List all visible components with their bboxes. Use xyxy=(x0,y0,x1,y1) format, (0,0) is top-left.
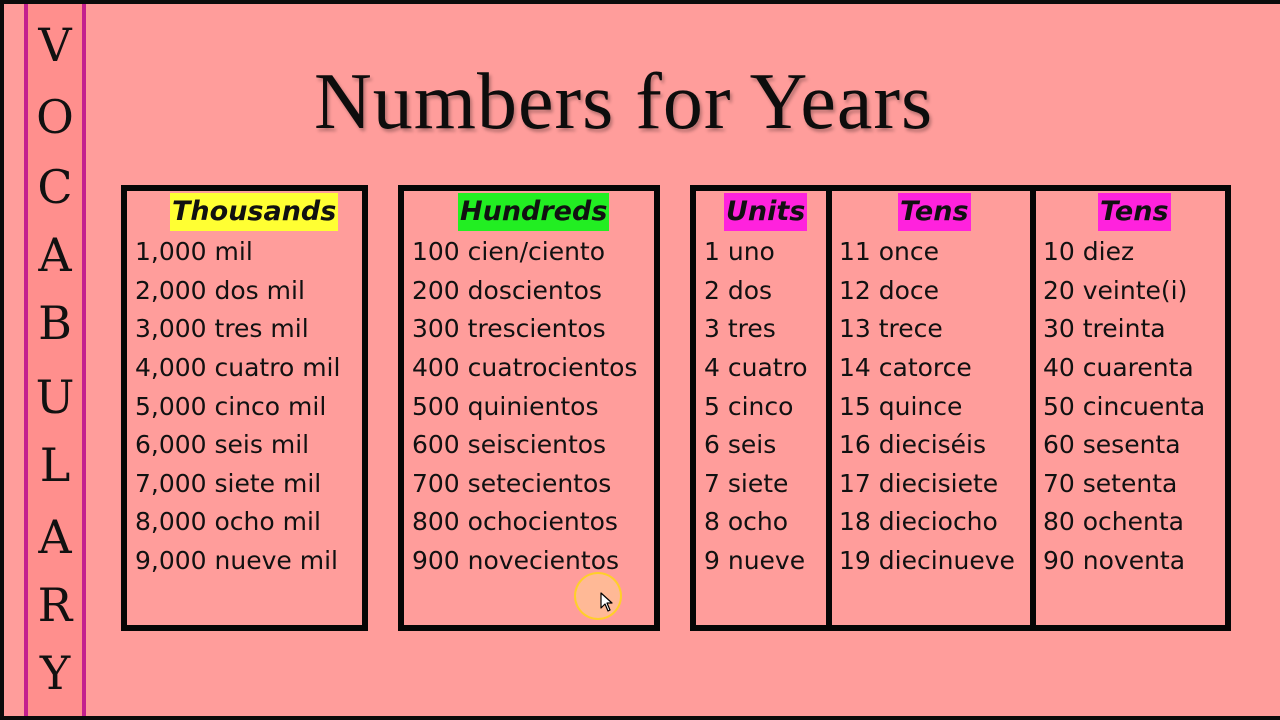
list-item: 70 setenta xyxy=(1043,469,1178,498)
list-item: 700 setecientos xyxy=(412,469,612,498)
page-title: Numbers for Years xyxy=(314,58,934,146)
list-item: 90 noventa xyxy=(1043,546,1186,575)
list-item: 3,000 tres mil xyxy=(135,314,309,343)
list-item: 60 sesenta xyxy=(1043,430,1181,459)
list-item: 400 cuatrocientos xyxy=(412,353,638,382)
column-header-hundreds: Hundreds xyxy=(458,193,610,231)
list-item: 3 tres xyxy=(704,314,776,343)
column-header-units: Units xyxy=(724,193,808,231)
list-item: 16 dieciséis xyxy=(839,430,987,459)
list-item: 8,000 ocho mil xyxy=(135,507,321,536)
sidebar-letter: O xyxy=(36,90,74,144)
list-item: 900 novecientos xyxy=(412,546,620,575)
list-item: 8 ocho xyxy=(704,507,789,536)
list-item: 1 uno xyxy=(704,237,775,266)
list-item: 80 ochenta xyxy=(1043,507,1184,536)
list-item: 20 veinte(i) xyxy=(1043,276,1188,305)
list-item: 9 nueve xyxy=(704,546,806,575)
sidebar-letter: U xyxy=(35,370,75,424)
list-item: 1,000 mil xyxy=(135,237,253,266)
list-item: 200 doscientos xyxy=(412,276,602,305)
list-item: 40 cuarenta xyxy=(1043,353,1194,382)
list-item: 600 seiscientos xyxy=(412,430,607,459)
column-divider xyxy=(1030,191,1036,625)
column-header-tens: Tens xyxy=(898,193,971,231)
list-item: 7,000 siete mil xyxy=(135,469,322,498)
sidebar-letter: L xyxy=(39,438,71,492)
list-item: 11 once xyxy=(839,237,940,266)
list-item: 2,000 dos mil xyxy=(135,276,305,305)
sidebar-letter: C xyxy=(37,160,73,214)
list-item: 17 diecisiete xyxy=(839,469,999,498)
list-item: 12 doce xyxy=(839,276,940,305)
list-item: 9,000 nueve mil xyxy=(135,546,338,575)
list-item: 4,000 cuatro mil xyxy=(135,353,341,382)
column-header-tens: Tens xyxy=(1098,193,1171,231)
list-item: 14 catorce xyxy=(839,353,972,382)
list-item: 2 dos xyxy=(704,276,773,305)
hundreds-box xyxy=(398,185,660,631)
list-item: 10 diez xyxy=(1043,237,1135,266)
list-item: 300 trescientos xyxy=(412,314,606,343)
list-item: 30 treinta xyxy=(1043,314,1166,343)
list-item: 15 quince xyxy=(839,392,963,421)
sidebar-letter: V xyxy=(38,18,72,72)
sidebar-letter: R xyxy=(37,578,73,632)
list-item: 13 trece xyxy=(839,314,943,343)
thousands-box xyxy=(121,185,368,631)
list-item: 6 seis xyxy=(704,430,777,459)
slide: V O C A B U L A R Y Numbers for Years Th… xyxy=(4,4,1280,716)
sidebar-letter: Y xyxy=(39,646,71,700)
pointer-highlight xyxy=(574,572,622,620)
list-item: 5 cinco xyxy=(704,392,794,421)
list-item: 5,000 cinco mil xyxy=(135,392,327,421)
list-item: 800 ochocientos xyxy=(412,507,618,536)
sidebar-letter: A xyxy=(38,510,72,564)
column-divider xyxy=(826,191,832,625)
list-item: 100 cien/ciento xyxy=(412,237,606,266)
list-item: 18 dieciocho xyxy=(839,507,998,536)
list-item: 50 cincuenta xyxy=(1043,392,1206,421)
sidebar-letter: A xyxy=(38,228,72,282)
list-item: 19 diecinueve xyxy=(839,546,1015,575)
column-header-thousands: Thousands xyxy=(170,193,339,231)
vocabulary-sidebar: V O C A B U L A R Y xyxy=(24,4,86,716)
list-item: 6,000 seis mil xyxy=(135,430,310,459)
list-item: 4 cuatro xyxy=(704,353,808,382)
list-item: 500 quinientos xyxy=(412,392,599,421)
units-tens-box xyxy=(690,185,1231,631)
sidebar-letter: B xyxy=(38,296,72,350)
mouse-cursor-icon xyxy=(600,592,613,612)
list-item: 7 siete xyxy=(704,469,789,498)
